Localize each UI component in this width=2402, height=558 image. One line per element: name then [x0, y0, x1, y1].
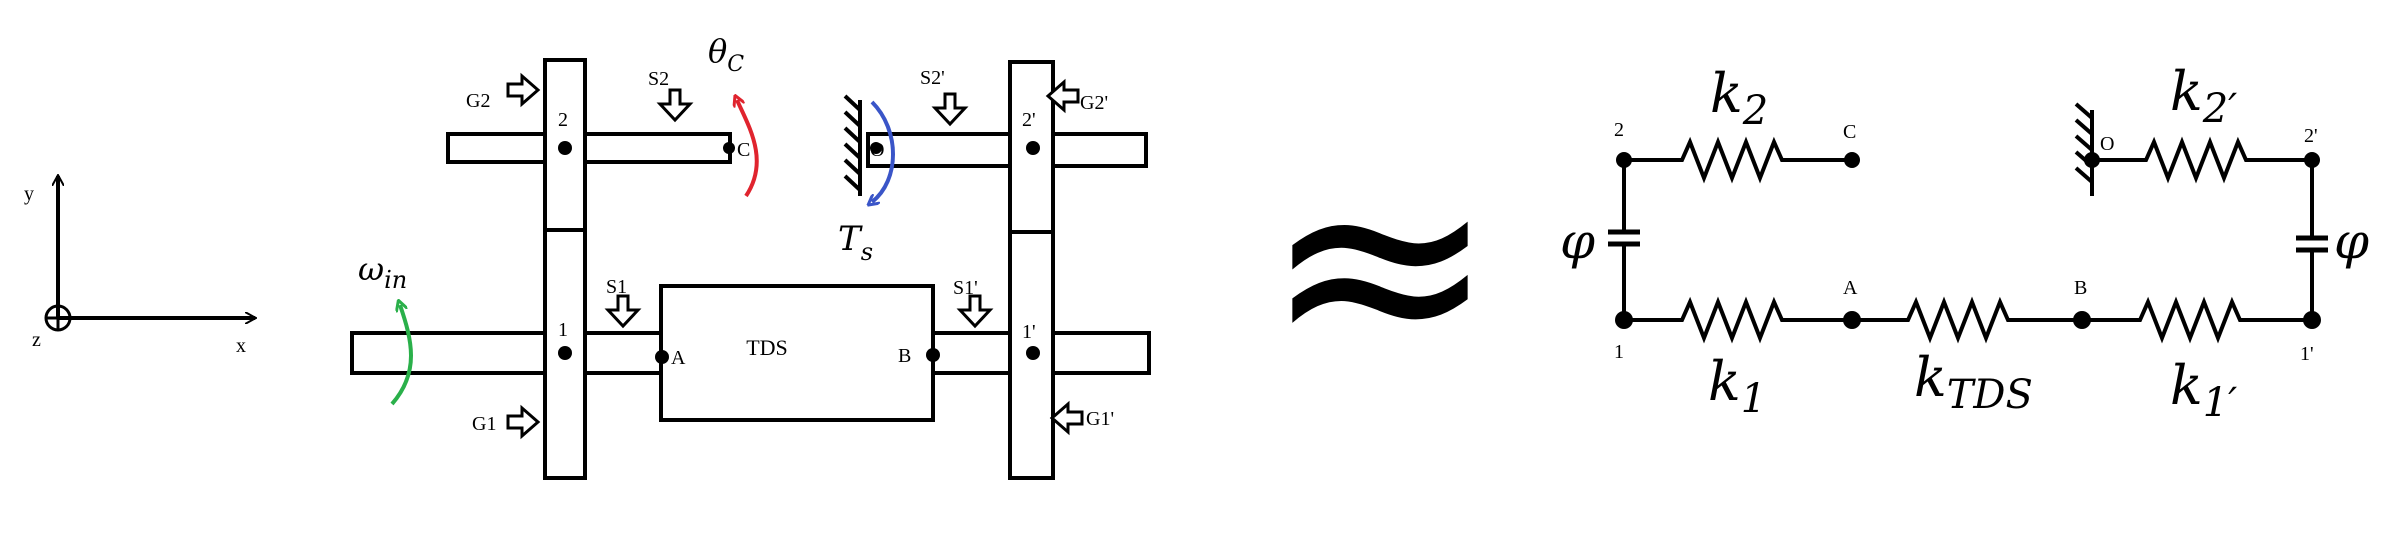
point-b-label: B	[898, 345, 911, 367]
tds-box	[659, 284, 935, 422]
spring-k2	[1624, 136, 1852, 184]
k-tds-label: kTDS	[1914, 346, 2033, 418]
phi-left-label: φ	[1560, 212, 1595, 270]
k1-label: k1	[1708, 350, 1766, 422]
torque-ts-label: Ts	[838, 219, 873, 266]
torque-ts-arrow	[872, 100, 895, 202]
ground-hatch-icon	[843, 94, 862, 196]
tds-label: TDS	[746, 335, 788, 360]
spring-k2-prime	[2092, 136, 2312, 184]
node-o-label: O	[2100, 133, 2114, 155]
node-1-prime-label: 1'	[2300, 343, 2314, 365]
upper-shaft-left	[446, 132, 732, 164]
node-b-label: B	[2074, 277, 2087, 299]
axis-label-x: x	[236, 335, 246, 357]
s2-prime-label: S2'	[920, 67, 945, 89]
schematic	[350, 58, 1151, 480]
phi-right-label: φ	[2334, 212, 2369, 270]
point-c-label: C	[737, 139, 750, 161]
gear-force-arrows	[506, 72, 1084, 440]
point-o-label: O	[870, 139, 884, 161]
gear-2-number: 2	[558, 109, 568, 131]
theta-c-rotation-arrow	[737, 100, 759, 198]
gear-1-prime-number: 1'	[1022, 321, 1036, 343]
node-1-label: 1	[1614, 341, 1624, 363]
g2-prime-arrow-icon	[1045, 78, 1080, 114]
axis-label-z: z	[32, 329, 41, 351]
theta-c-label: θC	[708, 32, 744, 77]
gear-2-prime-number: 2'	[1022, 109, 1036, 131]
coordinate-axes	[44, 176, 255, 332]
s2-arrow-icon	[656, 88, 694, 123]
s1-arrow-icon	[604, 294, 642, 329]
node-c-label: C	[1843, 121, 1856, 143]
g2-arrow-icon	[506, 72, 541, 108]
k1-prime-label: k1′	[2170, 354, 2237, 426]
g1-label: G1	[472, 413, 496, 435]
axis-label-y: y	[24, 183, 34, 205]
gear-1-number: 1	[558, 319, 568, 341]
s1-prime-arrow-icon	[956, 294, 994, 329]
g1-prime-arrow-icon	[1049, 400, 1084, 436]
network-nodes	[1615, 152, 2321, 329]
network-ground-icon	[2074, 102, 2094, 196]
omega-in-label: ωin	[358, 250, 407, 294]
s2-label: S2	[648, 68, 669, 90]
g2-label: G2	[466, 90, 490, 112]
shaft-force-arrows	[604, 88, 994, 329]
k2-label: k2	[1710, 62, 1768, 134]
gear-1-prime	[1008, 230, 1055, 480]
node-2-prime-label: 2'	[2304, 125, 2318, 147]
s2-prime-arrow-icon	[931, 92, 969, 127]
node-a-label: A	[1843, 277, 1858, 299]
upper-shaft-right	[866, 132, 1148, 168]
approx-symbol: ≈	[1263, 101, 1498, 427]
g1-prime-label: G1'	[1086, 408, 1114, 430]
g2-prime-label: G2'	[1080, 92, 1108, 114]
spring-k-tds	[1852, 296, 2082, 344]
node-2-label: 2	[1614, 119, 1624, 141]
spring-k1	[1624, 296, 1852, 344]
s1-prime-label: S1'	[953, 277, 978, 299]
omega-in-rotation-arrow	[390, 305, 413, 406]
g1-arrow-icon	[506, 404, 541, 440]
lower-shaft-left	[350, 331, 664, 375]
k2-prime-label: k2′	[2170, 60, 2237, 132]
spring-network	[1608, 136, 2328, 344]
schematic-points	[558, 141, 1040, 364]
point-a-label: A	[671, 347, 686, 369]
spring-k1-prime	[2082, 296, 2312, 344]
s1-label: S1	[606, 276, 627, 298]
